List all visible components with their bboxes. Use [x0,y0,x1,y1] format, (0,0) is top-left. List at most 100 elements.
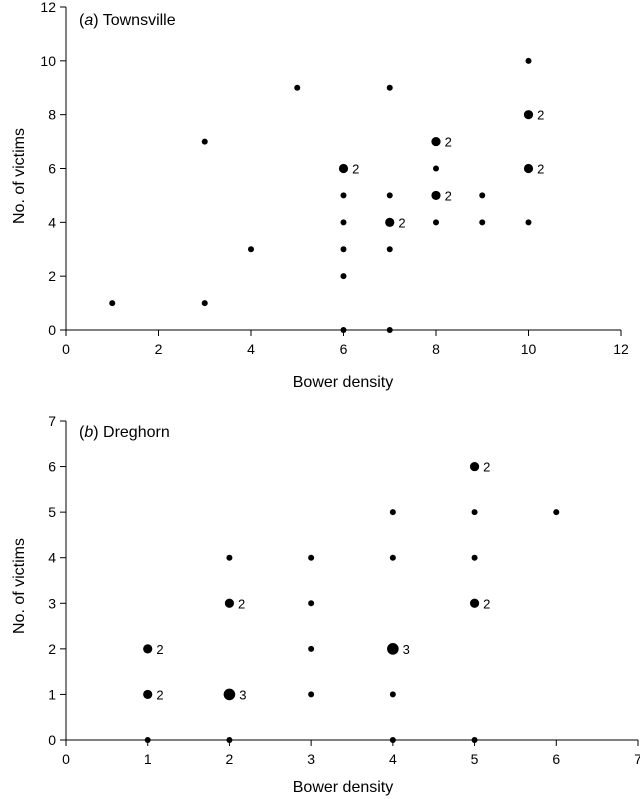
panel-b-x-tick-label: 2 [226,751,234,767]
panel-a-data-point [248,246,254,253]
panel-a-data-point [525,57,532,64]
panel-a-point-count-label: 2 [398,215,405,230]
panel-b-data-point [389,691,396,698]
panel-a-data-point [386,246,393,253]
panel-a-y-axis-label: No. of victims [11,128,28,224]
panel-b-y-tick-label: 0 [48,732,56,748]
panel-b-data-point [308,600,315,607]
panel-a-data-point [431,136,441,147]
panel-a-data-point [386,192,393,199]
panel-b-dreghorn: (b) Dreghorn Bower density No. of victim… [11,413,640,796]
panel-b-y-tick-label: 3 [48,595,56,611]
panel-a-data-point [340,273,347,280]
panel-a-x-tick-label: 2 [155,341,163,357]
panel-a-townsville: (a) Townsville Bower density No. of vict… [11,0,629,391]
panel-b-data-point [308,554,315,561]
panel-a-y-tick-label: 0 [48,322,56,338]
panel-b-data-point [226,737,233,743]
panel-a-x-tick-label: 4 [247,341,255,357]
panel-a-data-point [201,138,208,145]
panel-a-data-point [386,327,393,333]
panel-a-y-tick-label: 6 [48,161,56,177]
panel-b-y-tick-label: 2 [48,641,56,657]
panel-b-x-axis-label: Bower density [293,779,394,796]
panel-b-x-tick-label: 5 [471,751,479,767]
panel-a-data-point [109,300,116,307]
panel-b-x-tick-label: 1 [144,751,152,767]
panel-b-data-point [389,737,396,743]
panel-a-x-axis-label: Bower density [293,374,394,391]
panel-a-data-point [479,192,486,199]
panel-b-x-tick-label: 3 [307,751,315,767]
panel-b-data-point [469,461,480,472]
panel-b-y-tick-label: 4 [48,550,56,566]
panel-b-point-count-label: 2 [483,460,490,475]
panel-b-x-tick-label: 6 [552,751,560,767]
panel-b-data-point [223,688,236,701]
panel-b-data-point [471,554,478,561]
panel-a-x-tick-label: 0 [62,341,70,357]
panel-a-x-tick-label: 12 [613,341,629,357]
panel-b-data-point [308,691,315,698]
panel-a-data-point [340,219,347,226]
panel-a-x-tick-label: 10 [521,341,537,357]
panel-a-data-point [479,219,486,226]
panel-a-point-count-label: 2 [537,162,544,177]
panel-b-data-point [471,509,478,516]
panel-b-point-count-label: 2 [156,687,163,702]
panel-a-y-tick-label: 4 [48,214,56,230]
panel-b-y-tick-label: 1 [48,686,56,702]
panel-a-data-point [340,327,347,333]
panel-b-data-point [226,554,233,561]
panel-b-data-point [469,598,480,608]
panel-b-point-count-label: 2 [156,642,163,657]
panel-b-data-point [387,643,399,655]
panel-a-title: (a) Townsville [79,12,176,29]
panel-a-data-point [523,110,534,120]
panel-a-point-count-label: 2 [445,188,452,203]
panel-b-data-point [389,554,396,561]
panel-a-data-point [294,84,301,91]
panel-a-data-point [338,163,349,174]
panel-b-data-point [224,598,235,608]
panel-a-data-point [340,246,347,253]
panel-a-data-point [386,84,393,91]
panel-a-data-point [523,163,534,174]
panel-a-point-count-label: 2 [352,162,359,177]
panel-b-data-point [389,509,396,516]
panel-b-title: (b) Dreghorn [79,424,170,441]
panel-b-data-point [143,689,153,700]
panel-b-x-tick-label: 0 [62,751,70,767]
panel-b-x-tick-label: 4 [389,751,397,767]
panel-b-y-tick-label: 7 [48,413,56,429]
panel-b-point-count-label: 2 [238,596,245,611]
panel-a-point-count-label: 2 [445,135,452,150]
panel-a-point-count-label: 2 [537,108,544,123]
panel-b-data-point [308,645,315,652]
panel-a-x-tick-label: 6 [340,341,348,357]
panel-b-point-count-label: 3 [403,642,410,657]
panel-a-y-tick-label: 2 [48,268,56,284]
panel-a-x-tick-label: 8 [432,341,440,357]
panel-a-data-point [385,217,395,227]
panel-b-y-tick-label: 6 [48,459,56,475]
panel-a-y-tick-label: 8 [48,107,56,123]
panel-a-data-point [431,190,441,201]
panel-a-y-tick-label: 10 [40,53,56,69]
panel-b-data-point [144,737,151,743]
panel-a-data-point [433,165,439,172]
panel-b-data-point [143,644,153,654]
panel-a-data-point [340,192,347,199]
panel-a-data-point [525,219,532,226]
panel-b-point-count-label: 2 [483,596,490,611]
panel-a-data-point [201,300,208,307]
panel-b-point-count-label: 3 [239,687,246,702]
panel-b-y-axis-label: No. of victims [11,538,28,634]
panel-a-y-tick-label: 12 [40,0,56,15]
panel-a-data-point [433,219,439,226]
panel-b-y-tick-label: 5 [48,504,56,520]
panel-b-data-point [471,737,478,743]
panel-b-x-tick-label: 7 [634,751,640,767]
panel-b-data-point [553,509,560,516]
